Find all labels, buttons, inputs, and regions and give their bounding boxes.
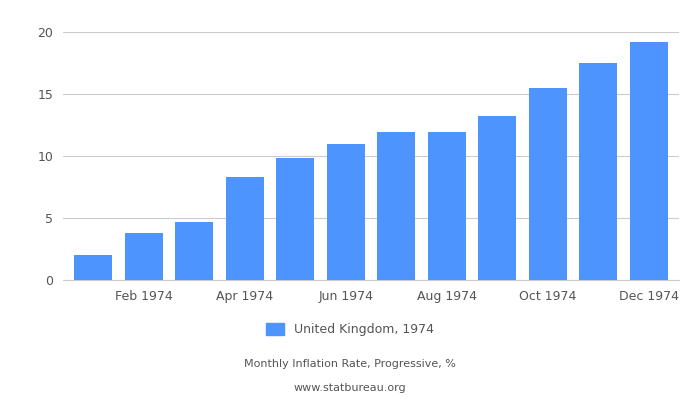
Bar bbox=[478, 116, 516, 280]
Bar bbox=[580, 63, 617, 280]
Bar bbox=[377, 132, 415, 280]
Text: Monthly Inflation Rate, Progressive, %: Monthly Inflation Rate, Progressive, % bbox=[244, 359, 456, 369]
Bar bbox=[74, 255, 112, 280]
Bar bbox=[125, 233, 162, 280]
Bar bbox=[175, 222, 214, 280]
Bar bbox=[630, 42, 668, 280]
Bar bbox=[226, 177, 264, 280]
Bar bbox=[327, 144, 365, 280]
Legend: United Kingdom, 1974: United Kingdom, 1974 bbox=[260, 318, 440, 341]
Text: www.statbureau.org: www.statbureau.org bbox=[294, 383, 406, 393]
Bar bbox=[528, 88, 567, 280]
Bar bbox=[428, 132, 466, 280]
Bar bbox=[276, 158, 314, 280]
